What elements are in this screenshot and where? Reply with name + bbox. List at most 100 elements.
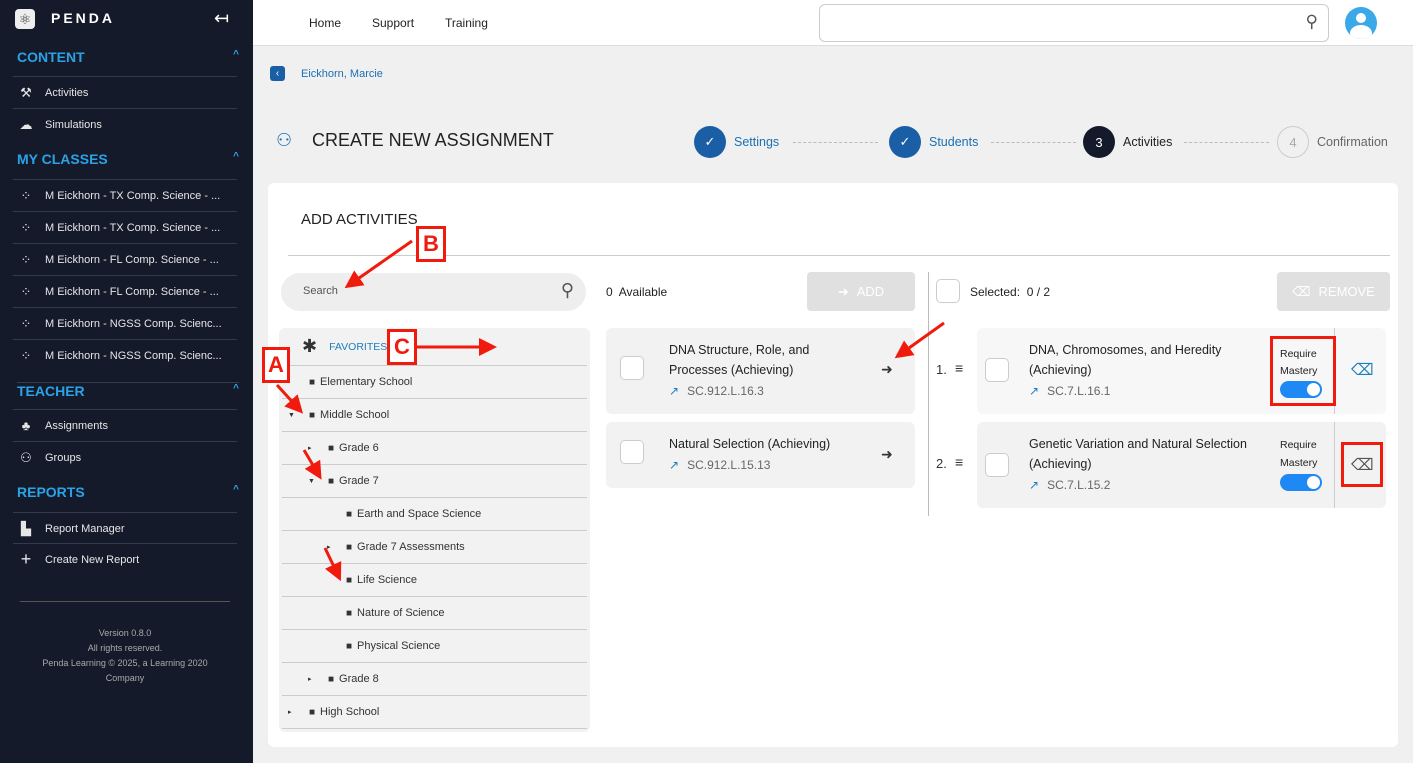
section-reports[interactable]: REPORTS ^ [17,484,239,500]
tree-node[interactable]: ■ Life Science [282,564,587,597]
activity-code[interactable]: ↗ SC.7.L.15.2 [1029,478,1111,492]
section-label: TEACHER [17,383,85,399]
activity-checkbox[interactable] [985,358,1009,382]
tree-node[interactable]: ■ Nature of Science [282,597,587,630]
sidebar-item-class[interactable]: ⁘ M Eickhorn - FL Comp. Science - ... [13,243,237,275]
step-confirmation[interactable]: 4 Confirmation [1277,126,1388,158]
label: Life Science [357,574,417,586]
tree-node[interactable]: ▼ ■ Middle School [282,399,587,432]
search-icon[interactable]: ⚲ [560,280,574,300]
sidebar-item-create-report[interactable]: + Create New Report [13,543,237,575]
label: Grade 6 [339,442,379,454]
tree-node[interactable]: ■ Physical Science [282,630,587,663]
assignments-icon: ♣ [21,418,31,433]
nav-support[interactable]: Support [372,16,415,30]
step-activities[interactable]: 3 Activities [1083,126,1172,158]
sidebar-item-class[interactable]: ⁘ M Eickhorn - NGSS Comp. Scienc... [13,339,237,371]
avatar[interactable] [1345,7,1377,39]
require-mastery-toggle[interactable] [1280,474,1322,491]
label: Assignments [45,419,108,432]
label: Middle School [320,409,390,421]
version: Version 0.8.0 [98,628,152,638]
collapse-sidebar-icon[interactable]: ↤ [214,8,230,28]
section-content[interactable]: CONTENT ^ [17,49,239,65]
breadcrumb[interactable]: ‹ Eickhorn, Marcie [270,66,383,81]
sidebar-item-assignments[interactable]: ♣ Assignments [13,409,237,441]
check-icon: ✓ [889,126,921,158]
sidebar-item-report-manager[interactable]: ▙ Report Manager [13,512,237,544]
activity-code[interactable]: ↗ SC.912.L.16.3 [669,384,764,398]
sidebar: ⚛ PENDA ↤ CONTENT ^ ⚒ Activities ☁ Simulati… [0,0,253,763]
sidebar-item-class[interactable]: ⁘ M Eickhorn - TX Comp. Science - ... [13,211,237,243]
caret-right-icon[interactable]: ▸ [288,709,292,716]
tree-node[interactable]: ■ Earth and Space Science [282,498,587,531]
label: Activities [45,86,89,99]
activity-title: Genetic Variation and Natural Selection … [1029,437,1247,471]
item-number: 1. [936,362,947,377]
activity-code[interactable]: ↗ SC.7.L.16.1 [1029,384,1111,398]
tree-node[interactable]: ▸ ■ Grade 7 Assessments [282,531,587,564]
caret-right-icon[interactable]: ▸ [327,544,331,551]
tree-node[interactable]: ▸ ■ High School [282,696,587,729]
class-icon: ⁘ [20,251,32,267]
label: M Eickhorn - FL Comp. Science - ... [45,285,219,298]
activity-search-input[interactable]: Search ⚲ [281,273,586,311]
step-settings[interactable]: ✓ Settings [694,126,779,158]
add-arrow-icon[interactable]: ➜ [881,446,893,462]
page-title: CREATE NEW ASSIGNMENT [312,130,554,150]
sidebar-item-class[interactable]: ⁘ M Eickhorn - TX Comp. Science - ... [13,179,237,211]
label: Create New Report [45,553,140,566]
sidebar-item-simulations[interactable]: ☁ Simulations [13,108,237,140]
copyright: Penda Learning © 2025, a Learning 2020 [42,658,208,668]
drag-handle-icon[interactable]: ≡ [955,360,964,376]
global-search-input[interactable]: ⚲ [819,4,1329,42]
external-link-icon: ↗ [1029,384,1040,398]
step-students[interactable]: ✓ Students [889,126,978,158]
search-icon[interactable]: ⚲ [1305,12,1318,31]
caret-down-icon[interactable]: ▼ [308,477,315,485]
tree-node[interactable]: ▼ ■ Grade 7 [282,465,587,498]
sidebar-item-class[interactable]: ⁘ M Eickhorn - FL Comp. Science - ... [13,275,237,307]
drag-handle-icon[interactable]: ≡ [955,454,964,470]
remove-item-icon[interactable]: ⌫ [1351,362,1374,379]
section-my-classes[interactable]: MY CLASSES ^ [17,151,239,167]
available-activity: DNA Structure, Role, and Processes (Achi… [606,328,915,414]
penda-logo-icon: ⚛ [15,9,35,29]
class-icon: ⁘ [20,347,32,363]
caret-down-icon[interactable]: ▼ [288,411,295,419]
sidebar-item-class[interactable]: ⁘ M Eickhorn - NGSS Comp. Scienc... [13,307,237,339]
activity-code[interactable]: ↗ SC.912.L.15.13 [669,458,771,472]
tree-favorites[interactable]: ✱ FAVORITES [282,328,587,366]
add-arrow-icon[interactable]: ➜ [881,361,893,377]
activity-checkbox[interactable] [620,440,644,464]
tree-node[interactable]: ▸ ■ Grade 6 [282,432,587,465]
select-all-checkbox[interactable] [936,279,960,303]
folder-icon: ■ [346,574,353,586]
sidebar-item-activities[interactable]: ⚒ Activities [13,76,237,108]
remove-button[interactable]: ⌫ REMOVE [1277,272,1390,311]
footer: Version 0.8.0 All rights reserved. Penda… [20,626,230,686]
remove-item-icon[interactable]: ⌫ [1351,457,1374,474]
section-label: CONTENT [17,49,85,65]
brand-name: PENDA [51,10,116,26]
people-icon: ⚇ [276,130,293,150]
available-count: 0 Available [606,285,668,299]
step-label: Activities [1123,135,1173,149]
require-mastery-label: Require Mastery [1280,439,1318,469]
class-icon: ⁘ [20,315,32,331]
caret-right-icon[interactable]: ▸ [308,676,312,683]
sidebar-item-groups[interactable]: ⚇ Groups [13,441,237,473]
require-mastery-toggle[interactable] [1280,381,1322,398]
back-icon[interactable]: ‹ [270,66,285,81]
breadcrumb-link[interactable]: Eickhorn, Marcie [301,67,383,80]
chevron-up-icon: ^ [233,484,239,495]
nav-home[interactable]: Home [309,16,342,30]
nav-training[interactable]: Training [445,16,488,30]
add-button[interactable]: ➜ ADD [807,272,915,311]
tree-node[interactable]: ■ Elementary School [282,366,587,399]
caret-right-icon[interactable]: ▸ [308,445,312,452]
tree-node[interactable]: ▸ ■ Grade 8 [282,663,587,696]
activity-checkbox[interactable] [985,453,1009,477]
section-teacher[interactable]: TEACHER ^ [17,382,239,399]
activity-checkbox[interactable] [620,356,644,380]
